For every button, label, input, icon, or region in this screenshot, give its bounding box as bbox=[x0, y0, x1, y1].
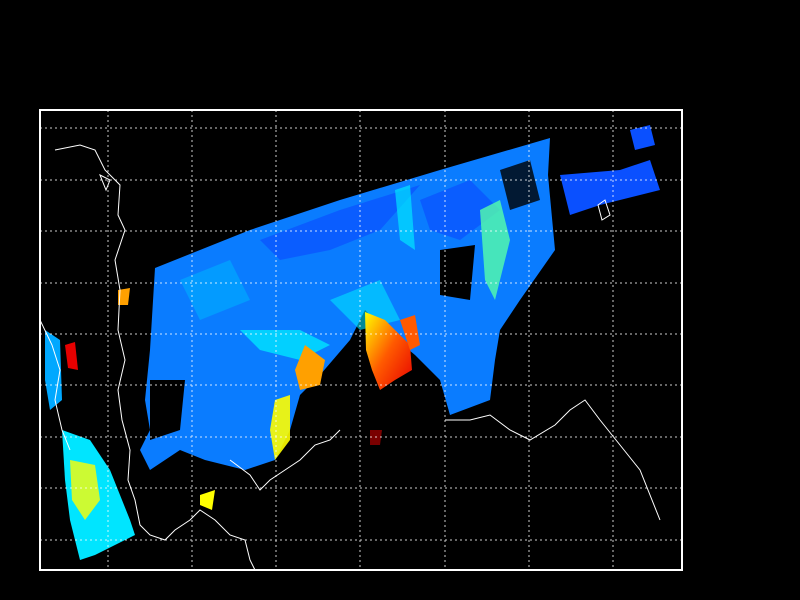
coastlines bbox=[40, 144, 661, 570]
high-chlorophyll-plume bbox=[118, 288, 130, 305]
swath-patch bbox=[420, 180, 500, 240]
swath-patch bbox=[330, 280, 400, 330]
cloud-gap bbox=[500, 160, 540, 210]
swath-northeast bbox=[560, 160, 660, 215]
swath-filament bbox=[480, 200, 510, 300]
graticule bbox=[40, 110, 682, 570]
high-chlorophyll-plume bbox=[295, 345, 325, 390]
swath-southwest-plume bbox=[70, 460, 100, 520]
swath-filament bbox=[395, 185, 415, 250]
map-frame bbox=[39, 109, 683, 571]
swath-west bbox=[45, 330, 62, 410]
high-chlorophyll-plume bbox=[65, 342, 78, 370]
high-chlorophyll-plume bbox=[270, 395, 290, 460]
cloud-gap bbox=[440, 245, 475, 300]
high-chlorophyll-plume bbox=[200, 490, 215, 510]
cloud-gap bbox=[150, 380, 185, 440]
swath-northeast bbox=[630, 125, 655, 150]
swath-patch bbox=[260, 185, 420, 260]
high-chlorophyll-plume bbox=[400, 315, 420, 350]
satellite-swath bbox=[40, 110, 682, 570]
swath-patch bbox=[180, 260, 250, 320]
high-chlorophyll-plume bbox=[365, 312, 412, 390]
